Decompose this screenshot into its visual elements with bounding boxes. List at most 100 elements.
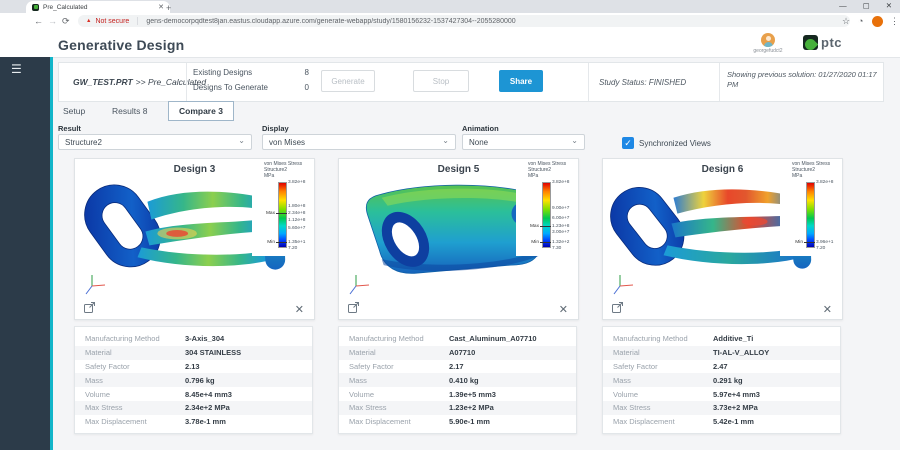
export-view-button[interactable] bbox=[347, 301, 360, 314]
app-header: Generative Design georgefudct2 ptc bbox=[0, 30, 900, 58]
study-toolbar: GW_TEST.PRT >> Pre_Calculated Existing De… bbox=[58, 62, 884, 102]
stop-button[interactable]: Stop bbox=[413, 70, 469, 92]
stress-legend: von Mises Stress Structure2 MPa 3.82e+8 … bbox=[252, 161, 312, 256]
study-status: Study Status: FINISHED bbox=[599, 77, 687, 87]
designs-to-generate-label: Designs To Generate bbox=[193, 83, 269, 92]
window-controls: — ▢ ✕ bbox=[839, 1, 892, 10]
color-scale-bar bbox=[542, 182, 551, 248]
table-row: Material TI-AL-V_ALLOY bbox=[603, 345, 840, 360]
table-row: Max Displacement 5.42e-1 mm bbox=[613, 417, 754, 427]
table-row: Volume 1.39e+5 mm3 bbox=[349, 389, 496, 399]
color-scale-bar bbox=[278, 182, 287, 248]
existing-designs-label: Existing Designs bbox=[193, 68, 253, 77]
tab-setup[interactable]: Setup bbox=[63, 106, 86, 116]
refresh-icon[interactable]: ⟳ bbox=[62, 16, 70, 26]
new-tab-button[interactable]: + bbox=[166, 3, 172, 13]
not-secure-label: Not secure bbox=[95, 17, 130, 25]
back-icon[interactable]: ← bbox=[34, 16, 43, 26]
table-row: Max Stress 1.23e+2 MPa bbox=[339, 400, 576, 415]
browser-tab[interactable]: Pre_Calculated ✕ bbox=[26, 1, 170, 13]
design-title: Design 3 bbox=[173, 164, 216, 175]
user-account[interactable]: georgefudct2 bbox=[748, 33, 788, 54]
url-text: gens-democorpqdtest8jan.eastus.cloudapp.… bbox=[146, 17, 516, 25]
browser-menu-icon[interactable]: ⋮ bbox=[890, 16, 899, 26]
forward-icon[interactable]: → bbox=[48, 16, 57, 26]
chevron-down-icon: ⌄ bbox=[238, 136, 245, 145]
table-row: Mass 0.796 kg bbox=[75, 373, 312, 388]
browser-tab-strip: Pre_Calculated ✕ + — ▢ ✕ bbox=[0, 0, 900, 13]
page-title: Generative Design bbox=[58, 37, 185, 53]
study-breadcrumb: GW_TEST.PRT >> Pre_Calculated bbox=[73, 77, 207, 87]
display-label: Display bbox=[262, 124, 289, 133]
browser-address-bar: ← → ⟳ ▲ Not secure gens-democorpqdtest8j… bbox=[0, 13, 900, 31]
export-view-button[interactable] bbox=[611, 301, 624, 314]
table-row: Volume 8.45e+4 mm3 bbox=[85, 389, 232, 399]
display-select[interactable]: von Mises ⌄ bbox=[262, 134, 456, 150]
chevron-down-icon: ⌄ bbox=[442, 136, 449, 145]
share-button[interactable]: Share bbox=[499, 70, 543, 92]
close-design-button[interactable]: ✕ bbox=[558, 304, 568, 316]
tab-close-icon[interactable]: ✕ bbox=[158, 3, 164, 11]
not-secure-warning-icon: ▲ bbox=[86, 18, 92, 24]
coordinate-triad-icon bbox=[349, 275, 370, 295]
user-avatar bbox=[761, 33, 775, 47]
toolbar-divider bbox=[588, 63, 589, 101]
stress-legend: von Mises Stress Structure2 MPa 3.82e+8 … bbox=[516, 161, 576, 256]
minimize-button[interactable]: — bbox=[839, 1, 847, 10]
table-row: Manufacturing Method Additive_Ti bbox=[613, 334, 754, 344]
animation-select[interactable]: None ⌄ bbox=[462, 134, 585, 150]
solution-note: Showing previous solution: 01/27/2020 01… bbox=[727, 70, 877, 90]
table-row: Manufacturing Method Cast_Aluminum_A07710 bbox=[349, 334, 537, 344]
table-row: Safety Factor 2.47 bbox=[613, 361, 728, 371]
table-row: Volume 5.97e+4 mm3 bbox=[613, 389, 760, 399]
coordinate-triad-icon bbox=[85, 275, 106, 295]
coordinate-triad-icon bbox=[613, 275, 634, 295]
ptc-logo-icon bbox=[803, 35, 818, 50]
table-row: Manufacturing Method 3-Axis_304 bbox=[85, 334, 225, 344]
design-viewport: Design 5 von Mises Stress Structure2 MPa… bbox=[338, 158, 579, 320]
table-row: Max Displacement 5.90e-1 mm bbox=[349, 417, 490, 427]
design-properties-table: Manufacturing Method Cast_Aluminum_A07710… bbox=[338, 326, 577, 434]
omnibox-divider bbox=[137, 17, 139, 25]
table-row: Material A07710 bbox=[339, 345, 576, 360]
tab-results[interactable]: Results 8 bbox=[112, 106, 148, 116]
window-close-button[interactable]: ✕ bbox=[885, 1, 892, 10]
extension-icon[interactable]: ◔ bbox=[858, 16, 864, 26]
generate-button[interactable]: Generate bbox=[321, 70, 375, 92]
color-scale-bar bbox=[806, 182, 815, 248]
user-name: georgefudct2 bbox=[753, 48, 783, 54]
synchronized-views-checkbox[interactable]: ✓ bbox=[622, 137, 634, 149]
maximize-button[interactable]: ▢ bbox=[862, 1, 870, 10]
synchronized-views-label: Synchronized Views bbox=[639, 139, 711, 148]
result-select[interactable]: Structure2 ⌄ bbox=[58, 134, 252, 150]
result-label: Result bbox=[58, 124, 81, 133]
hamburger-menu-icon[interactable]: ☰ bbox=[11, 62, 22, 76]
browser-profile-avatar[interactable] bbox=[872, 16, 883, 27]
table-row: Safety Factor 2.17 bbox=[349, 361, 464, 371]
toolbar-divider bbox=[719, 63, 720, 101]
tab-favicon-icon bbox=[32, 3, 39, 11]
design-title: Design 6 bbox=[701, 164, 744, 175]
design-viewport: Design 3 von Mises Stress Structure2 MPa bbox=[74, 158, 315, 320]
export-view-button[interactable] bbox=[83, 301, 96, 314]
left-sidebar bbox=[0, 57, 50, 450]
tab-title: Pre_Calculated bbox=[43, 3, 88, 11]
close-design-button[interactable]: ✕ bbox=[822, 304, 832, 316]
table-row: Safety Factor 2.13 bbox=[85, 361, 200, 371]
url-omnibox[interactable]: ▲ Not secure gens-democorpqdtest8jan.eas… bbox=[78, 15, 850, 27]
design-viewport: Design 6 von Mises Stress Structure2 bbox=[602, 158, 843, 320]
bookmark-star-icon[interactable]: ☆ bbox=[842, 16, 851, 26]
close-design-button[interactable]: ✕ bbox=[294, 304, 304, 316]
table-row: Material 304 STAINLESS bbox=[75, 345, 312, 360]
tab-compare[interactable]: Compare 3 bbox=[168, 101, 234, 121]
animation-label: Animation bbox=[462, 124, 499, 133]
design-properties-table: Manufacturing Method Additive_Ti Material… bbox=[602, 326, 841, 434]
existing-designs-value: 8 bbox=[304, 68, 309, 77]
table-row: Max Stress 2.34e+2 MPa bbox=[75, 400, 312, 415]
ptc-logo-text: ptc bbox=[821, 35, 842, 50]
chevron-down-icon: ⌄ bbox=[571, 136, 578, 145]
table-row: Max Stress 3.73e+2 MPa bbox=[603, 400, 840, 415]
design-properties-table: Manufacturing Method 3-Axis_304 Material 3… bbox=[74, 326, 313, 434]
table-row: Mass 0.291 kg bbox=[603, 373, 840, 388]
